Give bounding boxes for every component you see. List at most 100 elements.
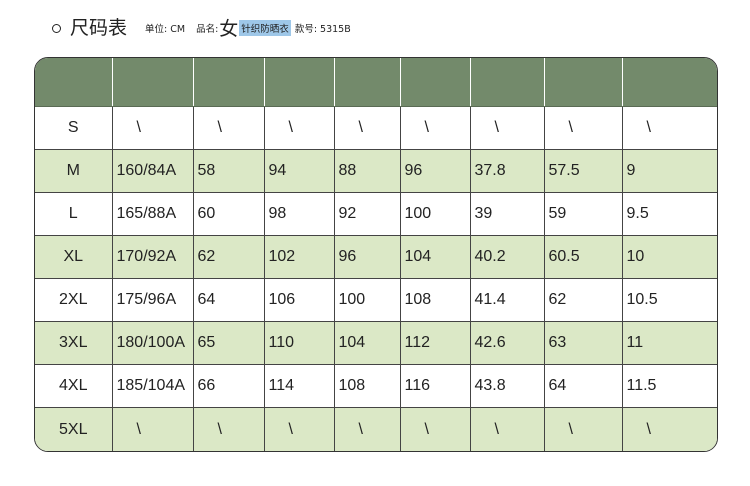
size-label-cell: 3XL	[35, 321, 113, 366]
size-label-cell: S	[35, 106, 113, 150]
style-number: 款号: 5315B	[294, 24, 351, 35]
measurement-cell: 41.4	[470, 278, 545, 323]
measurement-cell: 62	[544, 278, 623, 323]
measurement-cell: 57.5	[544, 149, 623, 193]
table-row: 5XL \ \ \ \ \ \ \ \	[35, 407, 717, 451]
measurement-cell: 9	[622, 149, 717, 193]
table-header-row	[35, 58, 717, 107]
size-label-cell: 2XL	[35, 278, 113, 323]
header-cell	[264, 58, 335, 107]
gender-label: 女	[219, 18, 239, 40]
unit-label: 单位: CM	[145, 24, 186, 35]
measurement-cell: 62	[193, 235, 265, 280]
size-chart-table: S \ \ \ \ \ \ \ \ M 160/84A 58 94 88 96 37.8 57.5 9 L 165/8…	[34, 57, 718, 452]
table-row: M 160/84A 58 94 88 96 37.8 57.5 9	[35, 149, 717, 193]
page-title: 尺码表	[70, 17, 128, 39]
measurement-cell: 63	[544, 321, 623, 366]
measurement-cell: 40.2	[470, 235, 545, 280]
measurement-cell: 165/88A	[112, 192, 194, 236]
measurement-cell: \	[112, 106, 194, 150]
measurement-cell: 58	[193, 149, 265, 193]
measurement-cell: \	[622, 106, 717, 150]
header-cell	[622, 58, 717, 107]
measurement-cell: 100	[334, 278, 401, 323]
size-chart-body: S \ \ \ \ \ \ \ \ M 160/84A 58 94 88 96 37.8 57.5 9 L 165/8…	[35, 58, 717, 451]
table-row: 3XL 180/100A 65 110 104 112 42.6 63 11	[35, 321, 717, 366]
size-label-cell: 5XL	[35, 407, 113, 451]
measurement-cell: \	[334, 407, 401, 451]
measurement-cell: 92	[334, 192, 401, 236]
table-row: 4XL 185/104A 66 114 108 116 43.8 64 11.5	[35, 364, 717, 409]
measurement-cell: 65	[193, 321, 265, 366]
measurement-cell: 170/92A	[112, 235, 194, 280]
measurement-cell: 10	[622, 235, 717, 280]
measurement-cell: 104	[400, 235, 471, 280]
measurement-cell: 39	[470, 192, 545, 236]
size-label-cell: 4XL	[35, 364, 113, 409]
header-cell	[334, 58, 401, 107]
size-label-cell: M	[35, 149, 113, 193]
measurement-cell: \	[470, 106, 545, 150]
measurement-cell: \	[112, 407, 194, 451]
measurement-cell: 60.5	[544, 235, 623, 280]
measurement-cell: 64	[544, 364, 623, 409]
size-label-cell: L	[35, 192, 113, 236]
measurement-cell: \	[470, 407, 545, 451]
product-name: 针织防晒衣	[239, 20, 291, 36]
measurement-cell: \	[193, 407, 265, 451]
header-cell	[544, 58, 623, 107]
measurement-cell: 102	[264, 235, 335, 280]
measurement-cell: 98	[264, 192, 335, 236]
table-row: L 165/88A 60 98 92 100 39 59 9.5	[35, 192, 717, 236]
table-row: 2XL 175/96A 64 106 100 108 41.4 62 10.5	[35, 278, 717, 323]
measurement-cell: 10.5	[622, 278, 717, 323]
measurement-cell: \	[193, 106, 265, 150]
measurement-cell: \	[544, 106, 623, 150]
header-cell	[470, 58, 545, 107]
measurement-cell: 160/84A	[112, 149, 194, 193]
measurement-cell: 37.8	[470, 149, 545, 193]
measurement-cell: 42.6	[470, 321, 545, 366]
measurement-cell: 114	[264, 364, 335, 409]
measurement-cell: 94	[264, 149, 335, 193]
measurement-cell: \	[264, 407, 335, 451]
table-row: S \ \ \ \ \ \ \ \	[35, 106, 717, 150]
measurement-cell: 11.5	[622, 364, 717, 409]
measurement-cell: 43.8	[470, 364, 545, 409]
header-cell	[35, 58, 113, 107]
product-label: 品名:	[196, 24, 219, 35]
measurement-cell: \	[400, 106, 471, 150]
measurement-cell: \	[334, 106, 401, 150]
measurement-cell: 175/96A	[112, 278, 194, 323]
header-cell	[193, 58, 265, 107]
measurement-cell: 60	[193, 192, 265, 236]
measurement-cell: \	[622, 407, 717, 451]
measurement-cell: 88	[334, 149, 401, 193]
measurement-cell: \	[264, 106, 335, 150]
measurement-cell: 59	[544, 192, 623, 236]
measurement-cell: 96	[400, 149, 471, 193]
measurement-cell: \	[544, 407, 623, 451]
header-cell	[112, 58, 194, 107]
header-cell	[400, 58, 471, 107]
measurement-cell: 100	[400, 192, 471, 236]
measurement-cell: 185/104A	[112, 364, 194, 409]
measurement-cell: 106	[264, 278, 335, 323]
measurement-cell: 180/100A	[112, 321, 194, 366]
measurement-cell: 64	[193, 278, 265, 323]
measurement-cell: 112	[400, 321, 471, 366]
measurement-cell: 116	[400, 364, 471, 409]
circle-bullet-icon	[52, 24, 61, 33]
measurement-cell: 104	[334, 321, 401, 366]
table-row: XL 170/92A 62 102 96 104 40.2 60.5 10	[35, 235, 717, 280]
measurement-cell: 110	[264, 321, 335, 366]
measurement-cell: 96	[334, 235, 401, 280]
page-header: 尺码表 单位: CM 品名: 女 针织防晒衣 款号: 5315B	[52, 10, 351, 40]
measurement-cell: 108	[400, 278, 471, 323]
measurement-cell: 108	[334, 364, 401, 409]
measurement-cell: 9.5	[622, 192, 717, 236]
measurement-cell: 66	[193, 364, 265, 409]
measurement-cell: \	[400, 407, 471, 451]
size-label-cell: XL	[35, 235, 113, 280]
measurement-cell: 11	[622, 321, 717, 366]
